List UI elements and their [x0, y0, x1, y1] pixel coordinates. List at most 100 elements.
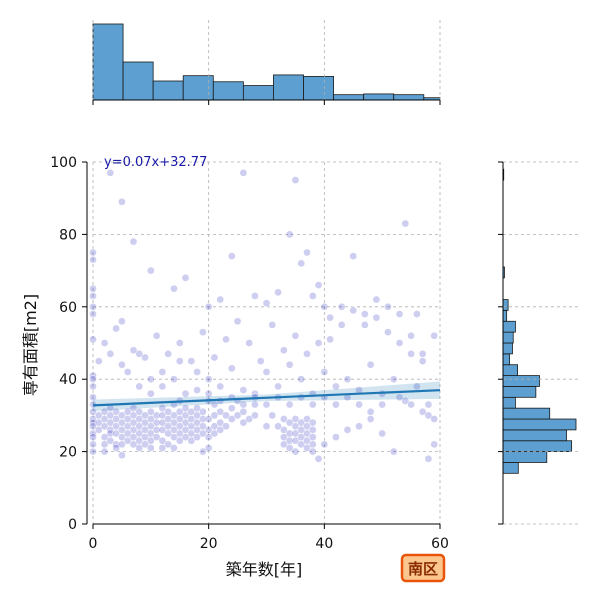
scatter-point	[355, 422, 363, 431]
scatter-point	[326, 335, 334, 344]
scatter-point	[413, 310, 421, 318]
district-badge-text: 南区	[408, 560, 438, 578]
scatter-point	[106, 436, 115, 445]
regression-line	[92, 389, 441, 407]
scatter-point	[280, 440, 288, 449]
scatter-point	[216, 382, 225, 391]
scatter-point	[326, 313, 334, 322]
scatter-point	[89, 440, 97, 449]
x-hist-bar	[92, 23, 124, 101]
scatter-point	[89, 382, 97, 391]
scatter-point	[360, 321, 369, 329]
scatter-point	[123, 436, 132, 445]
scatter-point	[233, 411, 242, 420]
y-hist-bar	[502, 299, 509, 311]
scatter-point	[343, 375, 352, 384]
scatter-point	[216, 295, 225, 304]
scatter-point	[314, 281, 323, 289]
scatter-point	[216, 426, 225, 434]
tick-labels: 0 20 40 60 0 20 40 60 80 100	[50, 155, 449, 552]
scatter-point	[89, 302, 97, 311]
scatter-point	[175, 357, 184, 365]
x-hist-bar	[363, 93, 395, 101]
scatter-point	[170, 444, 178, 452]
scatter-point	[204, 433, 213, 441]
scatter-point	[239, 407, 248, 416]
scatter-point	[314, 339, 323, 347]
scatter-point	[181, 433, 190, 441]
scatter-point	[123, 368, 132, 376]
y-tick-label: 0	[68, 517, 77, 533]
scatter-point	[89, 433, 97, 441]
scatter-point	[89, 310, 97, 318]
scatter-point	[146, 389, 155, 398]
scatter-point	[193, 386, 201, 394]
scatter-point	[222, 422, 230, 431]
scatter-point	[291, 436, 300, 445]
scatter-point	[314, 454, 323, 463]
scatter-point	[193, 368, 201, 376]
scatter-point	[274, 288, 282, 297]
scatter-point	[170, 433, 178, 441]
scatter-point	[297, 259, 306, 268]
scatter-point	[332, 382, 340, 391]
scatter-point	[395, 310, 404, 318]
scatter-point	[204, 302, 213, 311]
x-tick-label: 20	[200, 536, 218, 552]
scatter-point	[89, 292, 97, 300]
scatter-point	[175, 436, 184, 445]
scatter-point	[129, 440, 138, 449]
scatter-point	[418, 350, 427, 358]
y-tick-label: 100	[50, 155, 77, 171]
scatter-point	[424, 400, 433, 409]
scatter-point	[389, 375, 398, 384]
x-tick-label: 0	[89, 536, 98, 552]
scatter-point	[129, 237, 138, 246]
scatter-point	[204, 415, 213, 423]
y-hist-bar	[502, 375, 540, 387]
scatter-point	[303, 248, 311, 257]
scatter-points	[89, 169, 439, 463]
scatter-point	[227, 252, 236, 260]
scatter-point	[274, 422, 282, 431]
y-hist-bar	[502, 440, 573, 452]
scatter-point	[303, 444, 311, 452]
scatter-point	[141, 440, 149, 449]
scatter-point	[100, 447, 109, 456]
scatter-point	[285, 360, 294, 369]
scatter-point	[239, 169, 248, 177]
scatter-point	[158, 444, 167, 452]
scatter-point	[268, 321, 277, 329]
scatter-point	[251, 292, 259, 300]
scatter-point	[94, 357, 103, 365]
scatter-point	[297, 440, 306, 449]
scatter-point	[89, 284, 97, 293]
scatter-point	[89, 248, 97, 257]
y-hist-bar	[502, 386, 537, 398]
scatter-point	[100, 339, 109, 347]
scatter-point	[227, 404, 236, 413]
scatter-point	[308, 447, 317, 456]
scatter-point	[280, 346, 288, 355]
scatter-point	[407, 331, 415, 340]
scatter-point	[401, 397, 410, 405]
scatter-point	[204, 444, 213, 452]
scatter-point	[308, 400, 317, 409]
regression-line-group	[92, 381, 441, 412]
scatter-point	[210, 353, 219, 362]
scatter-point	[227, 364, 236, 373]
scatter-point	[204, 389, 213, 398]
x-hist-bar	[273, 74, 304, 101]
scatter-point	[285, 418, 294, 427]
scatter-point	[349, 306, 358, 315]
x-hist-bar	[333, 94, 365, 101]
scatter-point	[204, 375, 213, 384]
scatter-point	[89, 255, 97, 264]
scatter-point	[291, 176, 300, 184]
scatter-point	[118, 360, 126, 369]
scatter-point	[280, 415, 288, 423]
x-tick-label: 60	[431, 536, 449, 552]
x-hist-bar	[393, 94, 425, 101]
scatter-point	[89, 375, 97, 384]
y-hist-bar	[502, 342, 513, 355]
